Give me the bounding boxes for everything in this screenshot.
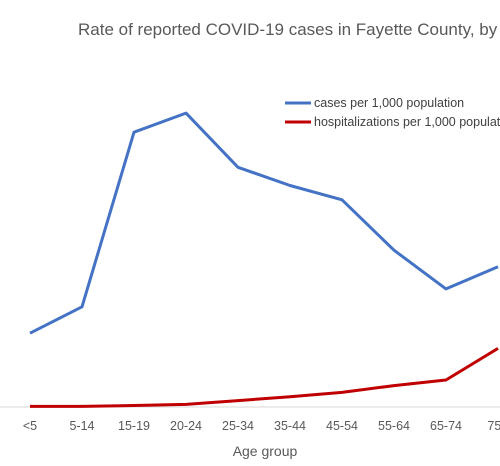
- series-line-0: [29, 111, 499, 335]
- x-tick-label: 15-19: [118, 419, 150, 433]
- x-axis-label: Age group: [233, 443, 298, 459]
- x-tick-label: 5-14: [69, 419, 94, 433]
- legend: cases per 1,000 population hospitalizati…: [285, 96, 500, 129]
- chart-title: Rate of reported COVID-19 cases in Fayet…: [78, 20, 500, 39]
- x-tick-labels: <5 5-14 15-19 20-24 25-34 35-44 45-54 55-64 65-7…: [23, 419, 500, 433]
- legend-label-hospitalizations: hospitalizations per 1,000 population: [314, 115, 500, 129]
- plot-area: [0, 111, 500, 408]
- legend-label-cases: cases per 1,000 population: [314, 96, 464, 110]
- series-layer: [29, 111, 499, 408]
- series-line-1: [30, 347, 499, 408]
- x-tick-label: 45-54: [326, 419, 358, 433]
- x-tick-label: 65-74: [430, 419, 462, 433]
- x-tick-label: 20-24: [170, 419, 202, 433]
- x-tick-label: <5: [23, 419, 37, 433]
- x-tick-label: 55-64: [378, 419, 410, 433]
- x-tick-label: 75+: [487, 419, 500, 433]
- x-tick-label: 35-44: [274, 419, 306, 433]
- x-tick-label: 25-34: [222, 419, 254, 433]
